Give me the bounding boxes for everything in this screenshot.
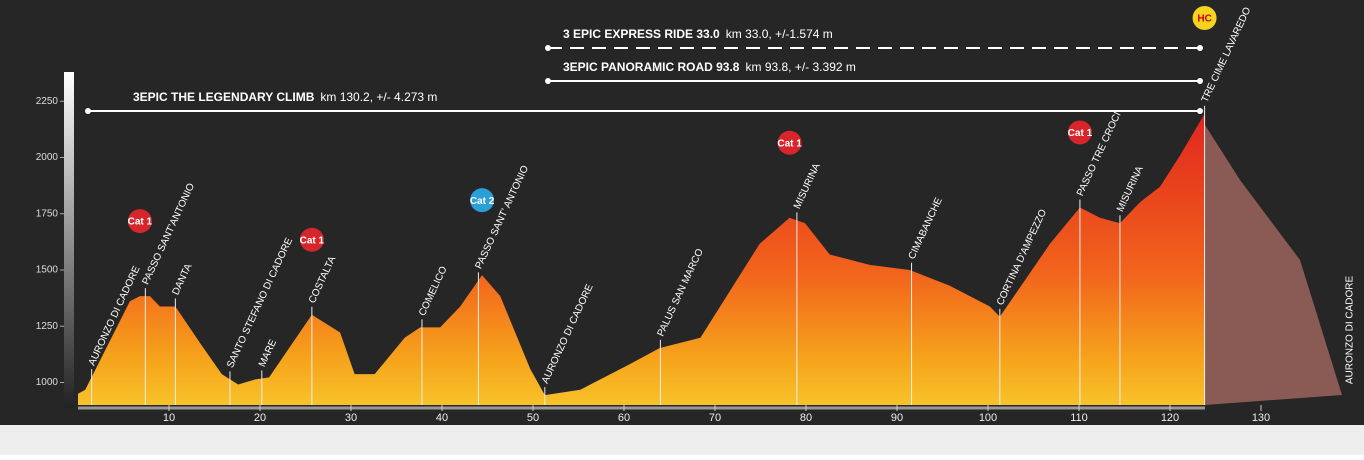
climb-label: HC — [1197, 14, 1211, 25]
x-tick-label: 120 — [1161, 412, 1179, 424]
climb-label: Cat 1 — [128, 217, 153, 228]
climb-label: Cat 1 — [300, 235, 325, 246]
route-dot — [1197, 108, 1203, 114]
x-tick-label: 130 — [1252, 412, 1270, 424]
descent — [1205, 125, 1342, 405]
y-tick-label: 1750 — [36, 208, 59, 219]
route-dot — [85, 108, 91, 114]
scale-bar — [64, 72, 74, 408]
x-tick-label: 50 — [527, 412, 539, 424]
route-name: 3EPIC PANORAMIC ROAD 93.8 — [563, 60, 740, 74]
x-tick-label: 30 — [345, 412, 357, 424]
y-tick-label: 2000 — [36, 152, 59, 163]
elevation-area — [78, 113, 1205, 405]
climb-badge — [299, 227, 324, 252]
y-tick-label: 1250 — [36, 321, 59, 332]
climb-badge — [127, 209, 152, 234]
climb-badge — [470, 188, 495, 213]
x-tick-label: 10 — [163, 412, 175, 424]
route-name: 3EPIC THE LEGENDARY CLIMB — [133, 90, 315, 104]
y-tick-label: 1500 — [36, 265, 59, 276]
route-detail: km 130.2, +/- 4.273 m — [320, 90, 437, 104]
climb-label: Cat 2 — [470, 196, 495, 207]
climb-badge — [1192, 6, 1217, 30]
x-tick-label: 70 — [709, 412, 721, 424]
y-tick-label: 2250 — [36, 96, 59, 107]
x-tick-label: 100 — [979, 412, 997, 424]
x-tick-label: 80 — [800, 412, 812, 424]
route-name: 3 EPIC EXPRESS RIDE 33.0 — [563, 27, 720, 41]
climb-label: Cat 1 — [1068, 128, 1093, 139]
end-label: AURONZO DI CADORE — [1345, 276, 1356, 385]
climb-badge — [777, 130, 802, 155]
route-dot — [1197, 78, 1203, 84]
y-tick-label: 1000 — [36, 377, 59, 388]
route-detail: km 93.8, +/- 3.392 m — [745, 60, 855, 74]
route-dot — [545, 78, 551, 84]
climb-label: Cat 1 — [777, 138, 802, 149]
page-edge — [0, 425, 1364, 455]
route-dot — [545, 45, 551, 51]
climb-badge — [1067, 120, 1092, 145]
x-tick-label: 20 — [254, 412, 266, 424]
x-tick-label: 40 — [436, 412, 448, 424]
x-tick-label: 110 — [1070, 412, 1088, 424]
x-tick-label: 90 — [891, 412, 903, 424]
route-dot — [1197, 45, 1203, 51]
x-tick-label: 60 — [618, 412, 630, 424]
route-detail: km 33.0, +/-1.574 m — [726, 27, 833, 41]
